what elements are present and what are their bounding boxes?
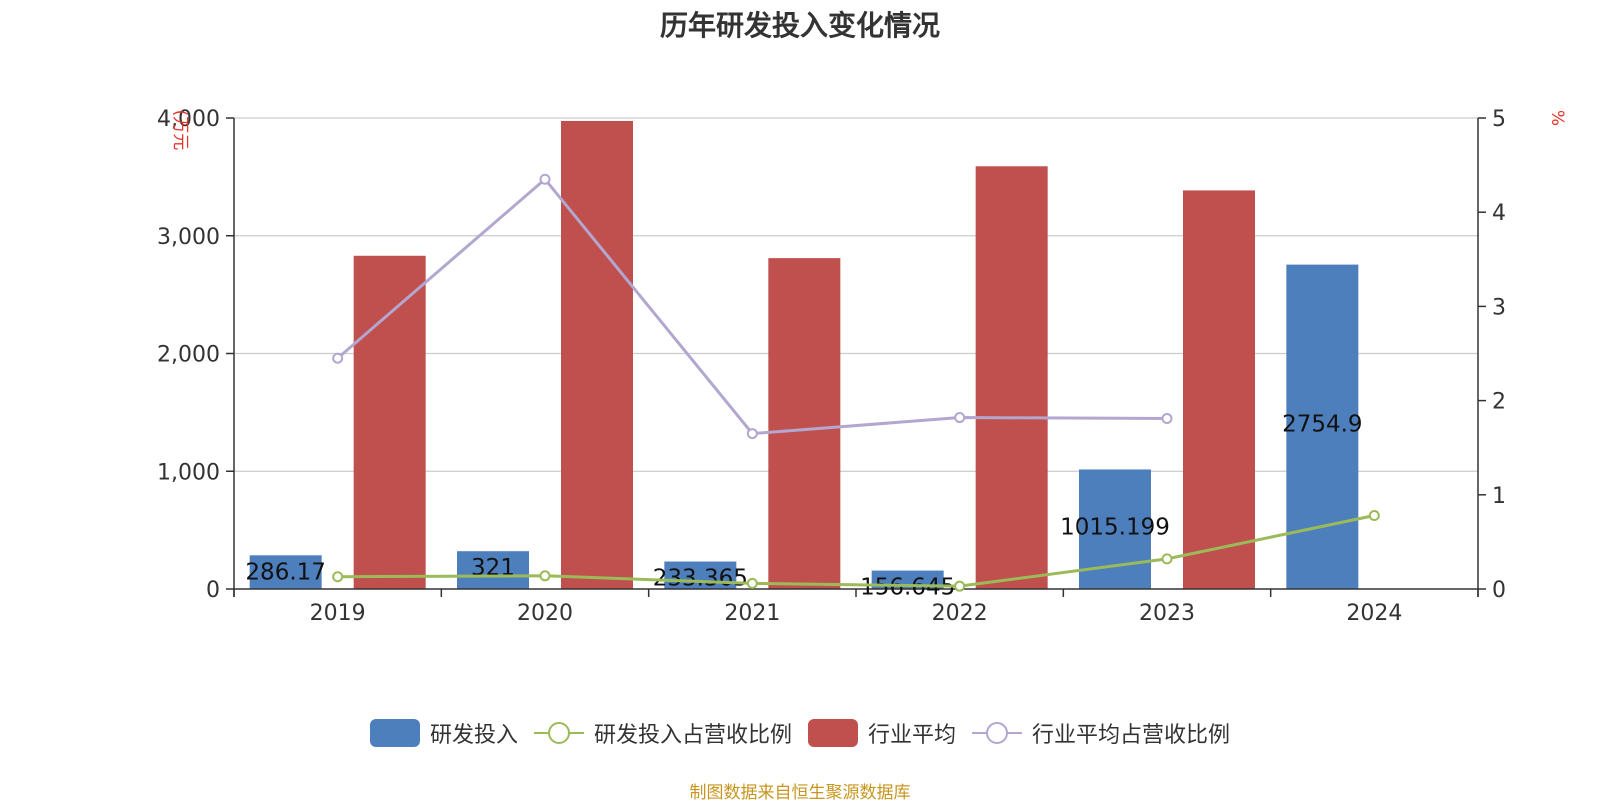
- legend-swatch-industry-ratio: [972, 722, 1023, 744]
- bar-industry-average: [561, 120, 633, 589]
- point-rd-ratio: [332, 571, 344, 583]
- right-axis-tick-label: 1: [1492, 484, 1506, 509]
- point-rd-ratio: [1161, 553, 1173, 565]
- legend-item-industry-average[interactable]: 行业平均: [808, 717, 956, 749]
- data-source-note: 制图数据来自恒生聚源数据库: [689, 783, 911, 803]
- point-industry-ratio: [954, 412, 966, 424]
- x-axis-tick-label: 2023: [1139, 601, 1195, 626]
- bar-rd-investment: [1286, 264, 1359, 589]
- right-axis-tick-label: 4: [1492, 201, 1506, 226]
- x-axis-tick-label: 2022: [932, 601, 988, 626]
- chart-title: 历年研发投入变化情况: [659, 9, 940, 42]
- left-axis-tick-label: 1,000: [157, 460, 220, 485]
- bar-rd-investment: [664, 561, 737, 589]
- x-axis-tick-label: 2024: [1346, 601, 1402, 626]
- data-label-rd-investment: 156.645: [860, 575, 955, 601]
- data-label-rd-investment: 286.17: [245, 559, 325, 585]
- bar-industry-average: [975, 166, 1048, 589]
- legend-label-industry-average: 行业平均: [868, 723, 957, 748]
- left-axis-unit-label: (万元: [170, 110, 190, 151]
- legend-label-industry-ratio: 行业平均占营收比例: [1032, 723, 1231, 748]
- left-axis-tick-label: 0: [206, 578, 220, 603]
- point-rd-ratio: [539, 570, 551, 582]
- point-industry-ratio: [539, 173, 551, 185]
- legend-swatch-rd-investment: [369, 719, 420, 747]
- chart-legend: 研发投入 研发投入占营收比例 行业平均 行业平均占营收比例: [0, 717, 1600, 749]
- point-rd-ratio: [746, 577, 758, 589]
- x-axis-tick-label: 2020: [517, 601, 573, 626]
- legend-swatch-rd-ratio: [533, 722, 584, 744]
- bar-industry-average: [353, 255, 426, 589]
- legend-item-rd-investment[interactable]: 研发投入: [369, 717, 518, 749]
- left-axis-tick-label: 4,000: [157, 107, 220, 132]
- point-rd-ratio: [954, 580, 966, 592]
- series-line-rd-ratio: [337, 514, 1375, 588]
- right-axis-tick-label: 0: [1492, 578, 1506, 603]
- legend-item-rd-ratio[interactable]: 研发投入占营收比例: [533, 717, 792, 749]
- x-axis-tick-label: 2019: [310, 601, 366, 626]
- bar-industry-average: [1183, 190, 1255, 589]
- bar-industry-average: [768, 258, 841, 589]
- legend-label-rd-ratio: 研发投入占营收比例: [593, 723, 792, 748]
- x-axis-tick-label: 2021: [724, 601, 780, 626]
- chart-plot: 0 1,000 2,000 3,000 4,000 0 1 2 3 4 5 (万元 % 2019 2020 2…: [157, 107, 1567, 626]
- right-axis-tick-label: 5: [1492, 107, 1506, 132]
- right-axis-tick-label: 2: [1492, 390, 1506, 415]
- right-axis-tick-label: 3: [1492, 295, 1506, 320]
- right-axis-unit-label: %: [1547, 110, 1567, 126]
- data-label-rd-investment: 233.365: [653, 566, 748, 592]
- point-rd-ratio: [1368, 510, 1380, 522]
- point-industry-ratio: [1161, 412, 1173, 424]
- legend-label-rd-investment: 研发投入: [429, 723, 518, 748]
- point-industry-ratio: [746, 428, 758, 440]
- left-axis-tick-label: 3,000: [157, 225, 220, 250]
- legend-swatch-industry-average: [808, 719, 858, 747]
- data-label-rd-investment: 2754.9: [1282, 412, 1362, 438]
- point-industry-ratio: [332, 352, 344, 364]
- bar-rd-investment: [457, 551, 529, 589]
- legend-item-industry-ratio[interactable]: 行业平均占营收比例: [972, 717, 1230, 749]
- data-label-rd-investment: 1015.199: [1060, 514, 1170, 540]
- bar-rd-investment: [249, 555, 322, 589]
- left-axis-tick-label: 2,000: [157, 343, 220, 368]
